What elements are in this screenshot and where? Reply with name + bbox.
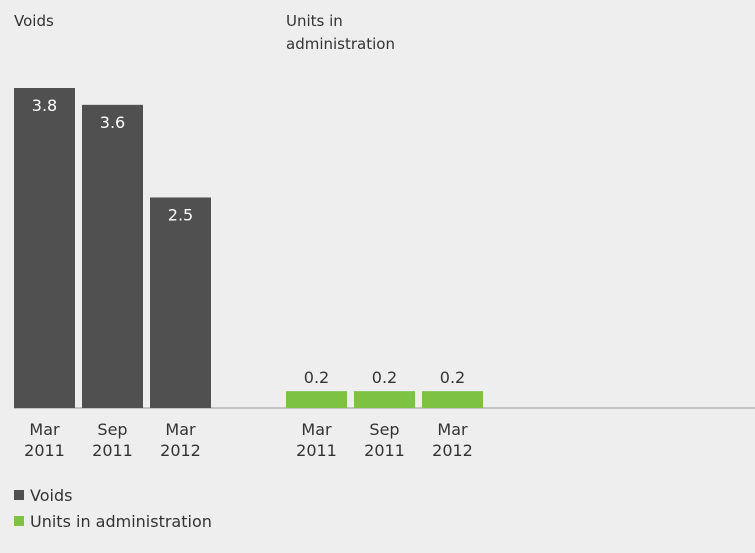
x-tick-label: Mar 2012	[160, 420, 201, 460]
bar	[422, 391, 483, 408]
group-title: Voids	[14, 12, 54, 30]
x-tick-label: Mar 2011	[296, 420, 337, 460]
bar	[286, 391, 347, 408]
x-tick-label: Mar 2012	[432, 420, 473, 460]
legend-swatch	[14, 490, 24, 500]
value-label: 3.8	[32, 96, 57, 115]
legend-label: Units in administration	[30, 512, 212, 531]
legend-swatch	[14, 516, 24, 526]
bar	[14, 88, 75, 408]
bar	[150, 197, 211, 408]
x-tick-label: Sep 2011	[364, 420, 405, 460]
x-tick-label: Mar 2011	[24, 420, 65, 460]
legend-label: Voids	[30, 486, 72, 505]
bar	[354, 391, 415, 408]
x-tick-label: Sep 2011	[92, 420, 133, 460]
value-label: 3.6	[100, 113, 125, 132]
value-label: 2.5	[168, 205, 193, 224]
value-label: 0.2	[304, 368, 329, 387]
value-label: 0.2	[440, 368, 465, 387]
bar	[82, 104, 143, 408]
group-title: Units in administration	[286, 12, 395, 53]
value-label: 0.2	[372, 368, 397, 387]
